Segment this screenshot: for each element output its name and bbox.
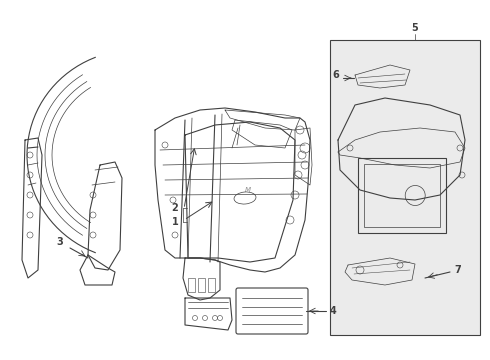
Bar (330, 40, 480, 335)
Text: 5: 5 (412, 23, 418, 33)
Bar (208, 278, 215, 292)
Text: 4: 4 (330, 306, 336, 316)
Bar (364, 164, 440, 227)
Text: 6: 6 (333, 70, 340, 80)
Text: 2: 2 (172, 203, 178, 213)
Text: M: M (245, 187, 251, 193)
Text: 3: 3 (57, 237, 63, 247)
Bar (198, 278, 205, 292)
Bar (358, 158, 446, 233)
Text: 7: 7 (455, 265, 462, 275)
Text: 1: 1 (172, 217, 178, 227)
Bar (188, 278, 195, 292)
